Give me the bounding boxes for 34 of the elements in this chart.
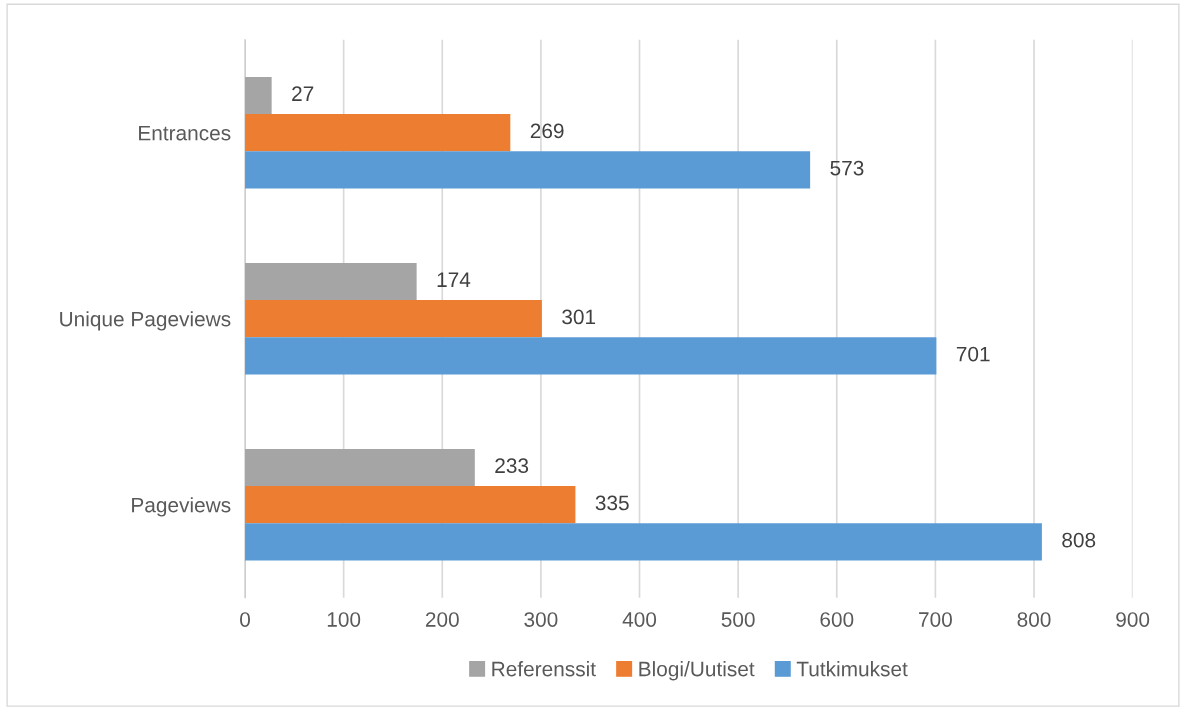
bar (245, 76, 272, 115)
legend-label: Referenssit (492, 661, 596, 677)
x-tick-label: 100 (327, 612, 361, 627)
data-label: 301 (562, 309, 596, 325)
data-label: 27 (292, 86, 314, 101)
bar (245, 523, 1042, 561)
legend-label: Tutkimukset (796, 661, 908, 677)
bar (245, 486, 576, 524)
bar (245, 114, 511, 152)
data-label: 269 (530, 123, 564, 139)
data-label: 808 (1062, 532, 1096, 548)
bar (245, 448, 475, 487)
legend-label: Blogi/Uutiset (639, 661, 755, 681)
bar (245, 300, 542, 338)
x-tick-label: 0 (240, 612, 251, 627)
y-tick-label: Unique Pageviews (60, 311, 231, 331)
x-tick-label: 600 (820, 612, 854, 627)
data-label: 701 (956, 346, 990, 362)
x-tick-label: 200 (425, 612, 459, 627)
x-tick-label: 300 (524, 612, 558, 627)
data-label: 573 (830, 160, 864, 176)
bar (245, 262, 417, 301)
y-tick-label: Pageviews (132, 497, 231, 517)
x-tick-label: 700 (919, 612, 952, 627)
y-tick-label: Entrances (139, 125, 231, 141)
x-tick-label: 400 (622, 612, 657, 627)
x-tick-label: 800 (1017, 612, 1051, 627)
data-label: 233 (495, 458, 529, 474)
data-label: 174 (437, 272, 471, 287)
x-tick-label: 500 (721, 612, 755, 627)
bar (245, 337, 937, 375)
data-label: 335 (595, 495, 629, 511)
bar (245, 151, 811, 189)
x-tick-label: 900 (1116, 612, 1150, 627)
